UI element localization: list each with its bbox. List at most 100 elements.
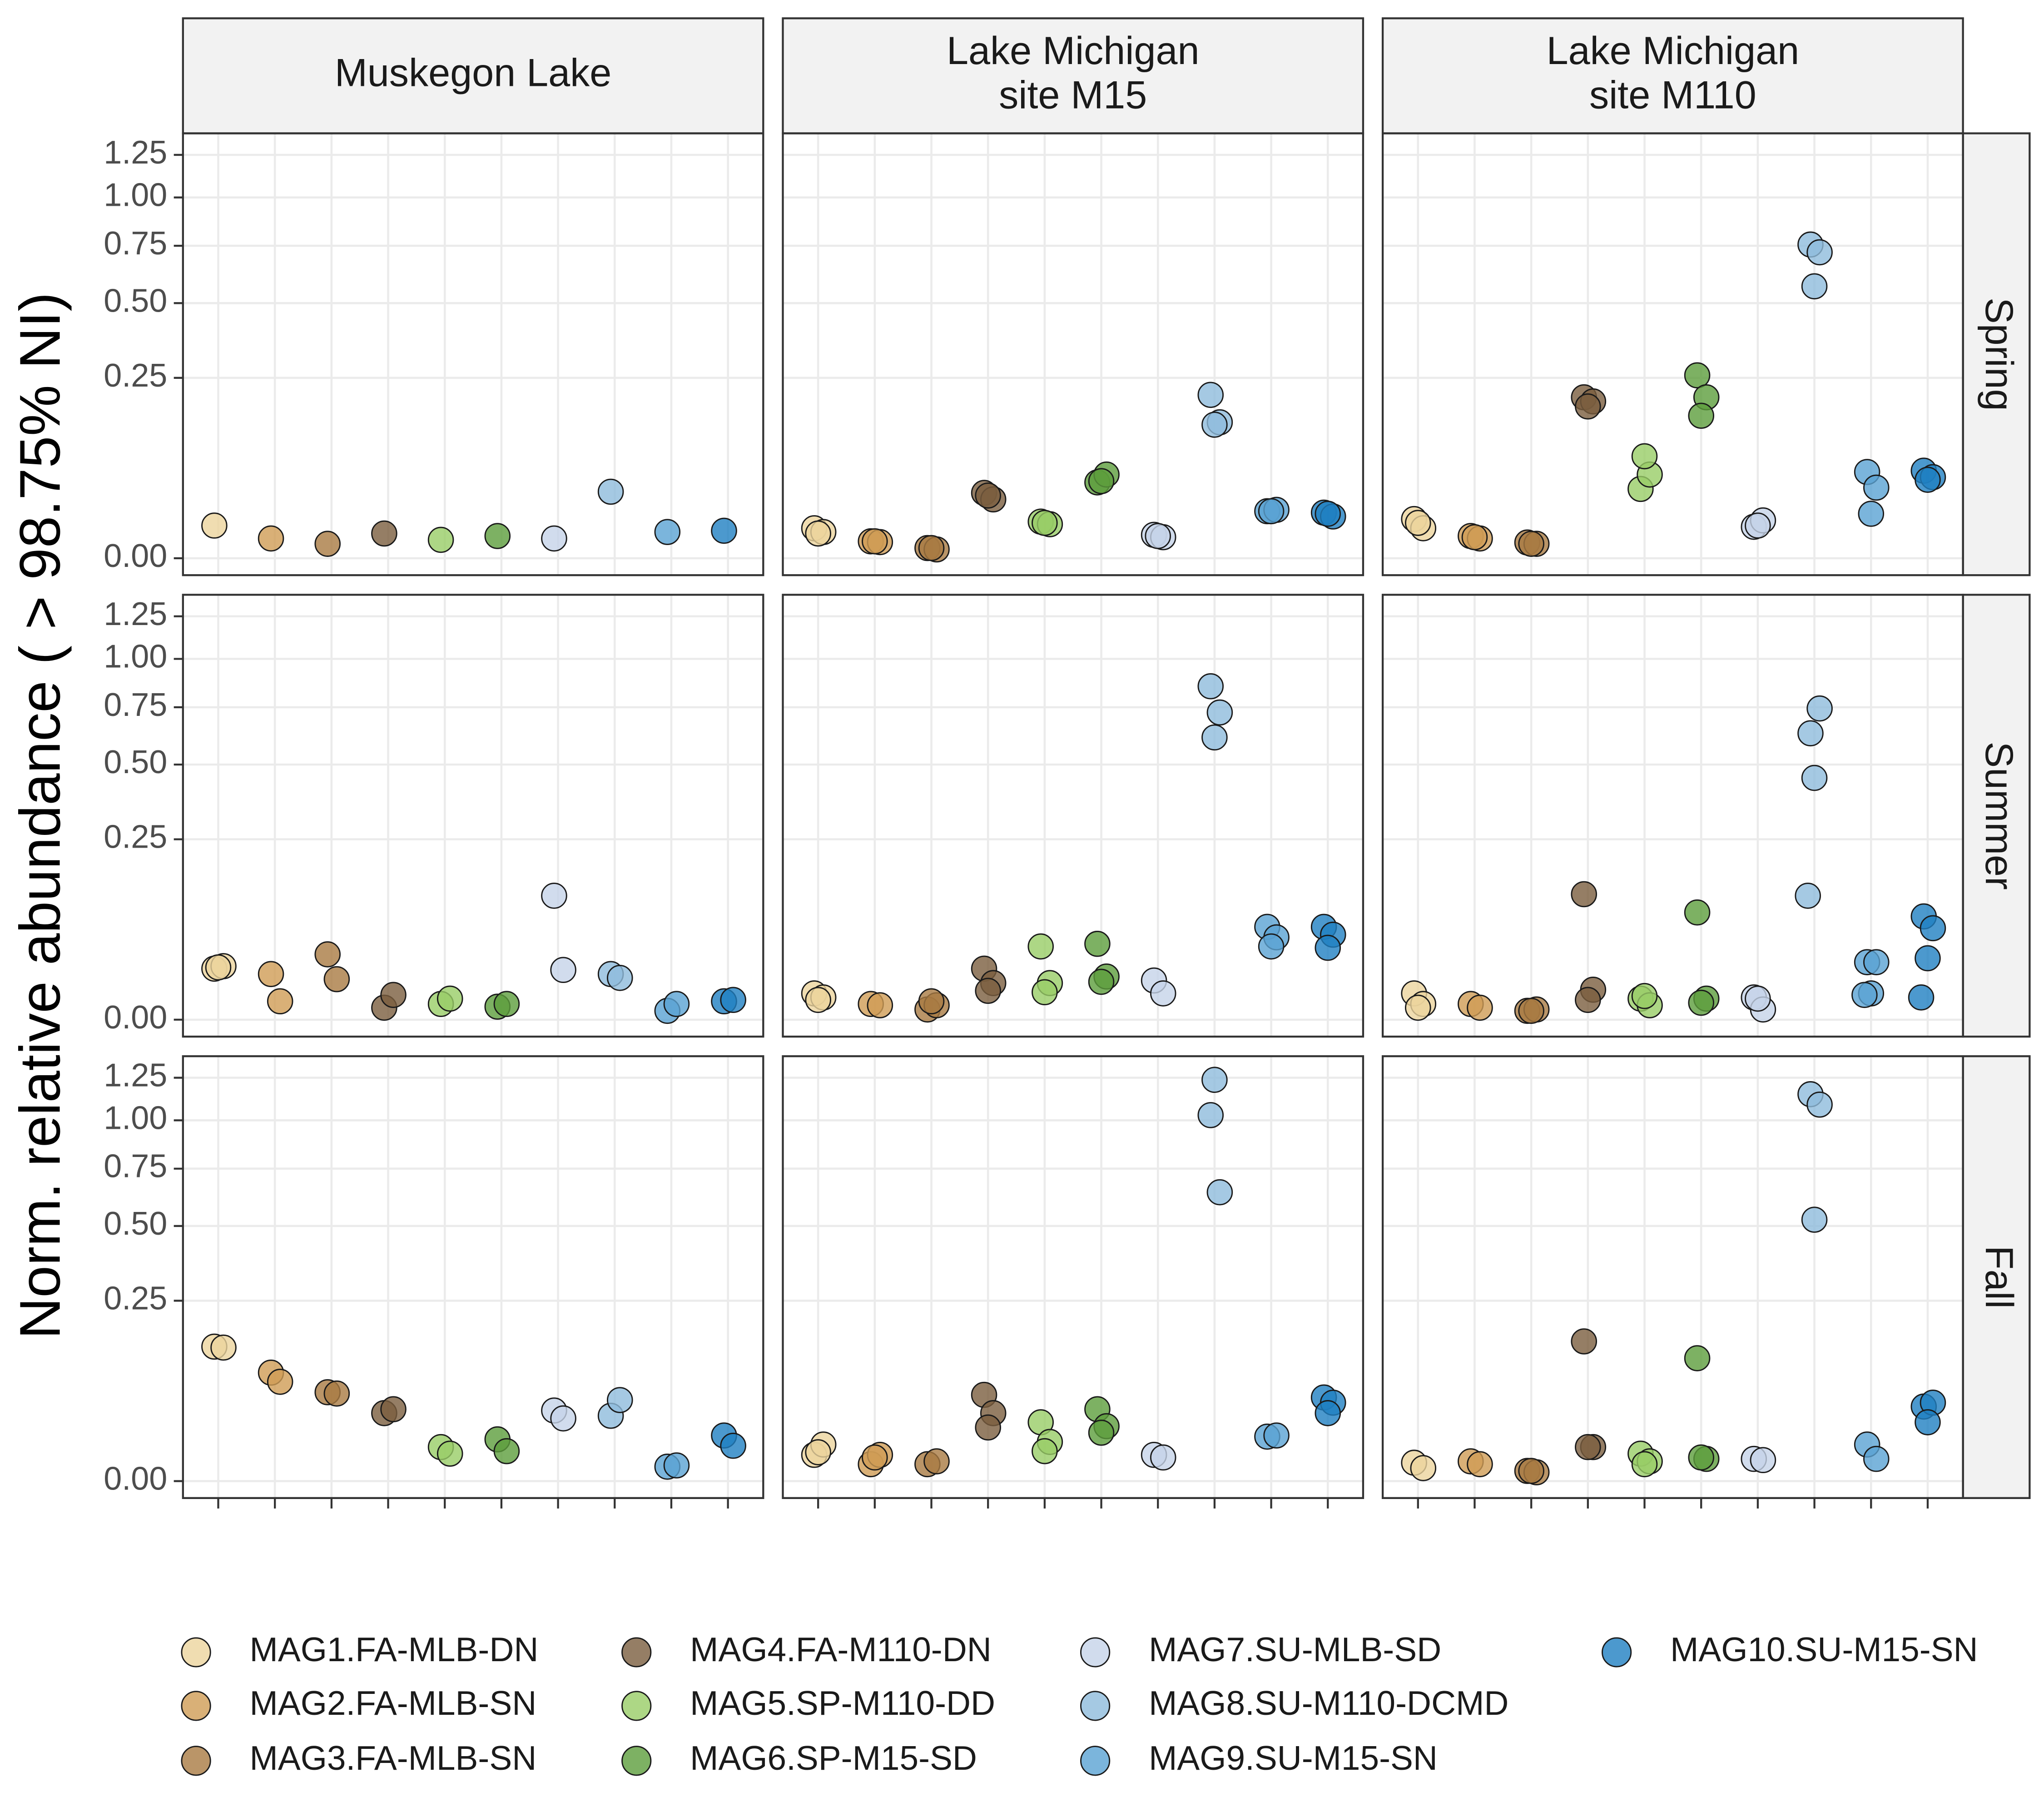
point <box>1410 1455 1437 1481</box>
point <box>484 523 511 549</box>
point <box>1631 1451 1658 1478</box>
column-strip <box>1381 17 1964 134</box>
panel-background <box>1383 133 1963 576</box>
point <box>805 987 831 1013</box>
y-tick-label: 0.25 <box>104 357 167 394</box>
point <box>1518 531 1544 557</box>
point <box>258 525 284 552</box>
row-strip-label: Spring <box>1977 298 2021 411</box>
point <box>210 1334 237 1361</box>
point <box>205 954 232 981</box>
point <box>1806 239 1833 266</box>
point <box>1688 989 1714 1016</box>
y-tick-label: 0.75 <box>104 225 167 262</box>
column-strip <box>182 17 764 134</box>
point <box>654 519 681 545</box>
legend-swatch <box>1080 1691 1111 1721</box>
legend-swatch <box>621 1691 652 1721</box>
point <box>1684 899 1711 926</box>
point <box>1575 987 1601 1013</box>
column-strip-label: site M15 <box>999 74 1147 117</box>
point <box>201 512 228 539</box>
point <box>1631 443 1658 470</box>
point <box>437 1440 463 1467</box>
point <box>862 1444 888 1471</box>
point <box>805 520 831 547</box>
point <box>1801 765 1828 791</box>
column-strip-label: Lake Michigan <box>947 29 1200 73</box>
point <box>493 991 520 1017</box>
column-strip-label: Muskegon Lake <box>335 51 611 95</box>
point <box>1631 983 1658 1009</box>
point <box>606 965 633 991</box>
point <box>975 1414 1001 1441</box>
point <box>1315 934 1341 961</box>
point <box>1032 510 1058 536</box>
point <box>1315 1400 1341 1426</box>
point <box>267 988 293 1015</box>
point <box>867 992 893 1018</box>
point <box>1688 402 1714 429</box>
y-tick-label: 1.25 <box>104 1057 167 1094</box>
panel-border <box>782 594 1364 1038</box>
point <box>663 1452 690 1479</box>
point <box>1467 1451 1493 1478</box>
point <box>493 1438 520 1465</box>
y-tick-label: 0.50 <box>104 1206 167 1242</box>
point <box>1032 979 1058 1006</box>
row-strip <box>1962 594 2031 1038</box>
point <box>1915 1409 1941 1435</box>
point <box>1258 933 1285 960</box>
point <box>1915 945 1941 972</box>
legend-label: MAG9.SU-M15-SN <box>1149 1739 1438 1777</box>
panel-background <box>183 595 764 1037</box>
point <box>314 531 341 557</box>
point <box>1851 982 1878 1008</box>
legend-label: MAG2.FA-MLB-SN <box>250 1684 537 1722</box>
legend-label: MAG5.SP-M110-DD <box>690 1684 995 1722</box>
point <box>267 1369 293 1395</box>
legend-label: MAG8.SU-M110-DCMD <box>1149 1684 1508 1722</box>
point <box>1032 1438 1058 1465</box>
point <box>1201 412 1228 438</box>
point <box>1908 984 1935 1011</box>
point <box>1795 883 1821 909</box>
legend-swatch <box>1080 1637 1111 1668</box>
legend-swatch <box>181 1637 211 1668</box>
legend-swatch <box>621 1637 652 1668</box>
y-axis-title: Norm. relative abundance ( > 98.75% NI) <box>7 292 72 1339</box>
legend-label: MAG3.FA-MLB-SN <box>250 1739 537 1777</box>
point <box>1206 1179 1233 1206</box>
point <box>258 961 284 988</box>
point <box>1201 724 1228 751</box>
point <box>1863 1445 1890 1472</box>
point <box>1088 468 1115 494</box>
point <box>1150 1444 1176 1471</box>
point <box>314 941 341 968</box>
point <box>1197 1102 1224 1128</box>
point <box>975 978 1001 1004</box>
y-tick-label: 0.75 <box>104 1148 167 1185</box>
point <box>597 478 624 505</box>
point <box>1461 524 1488 551</box>
point <box>1088 1420 1115 1446</box>
y-tick-label: 1.00 <box>104 177 167 213</box>
point <box>1258 498 1285 525</box>
column-strip-label: Lake Michigan <box>1547 29 1800 73</box>
legend-label: MAG6.SP-M15-SD <box>690 1739 977 1777</box>
panel-border <box>1381 594 1964 1038</box>
point <box>1197 673 1224 700</box>
point <box>1745 985 1771 1012</box>
panel-border <box>782 1055 1364 1499</box>
point <box>550 1405 576 1432</box>
point <box>606 1387 633 1413</box>
point <box>1801 1206 1828 1233</box>
panel-border <box>182 132 764 576</box>
panel-border <box>1381 132 1964 576</box>
point <box>541 525 567 552</box>
point <box>1575 393 1601 420</box>
y-tick-label: 0.25 <box>104 1280 167 1316</box>
point <box>1750 1447 1776 1474</box>
point <box>720 1432 746 1459</box>
row-strip-label: Summer <box>1977 742 2021 890</box>
